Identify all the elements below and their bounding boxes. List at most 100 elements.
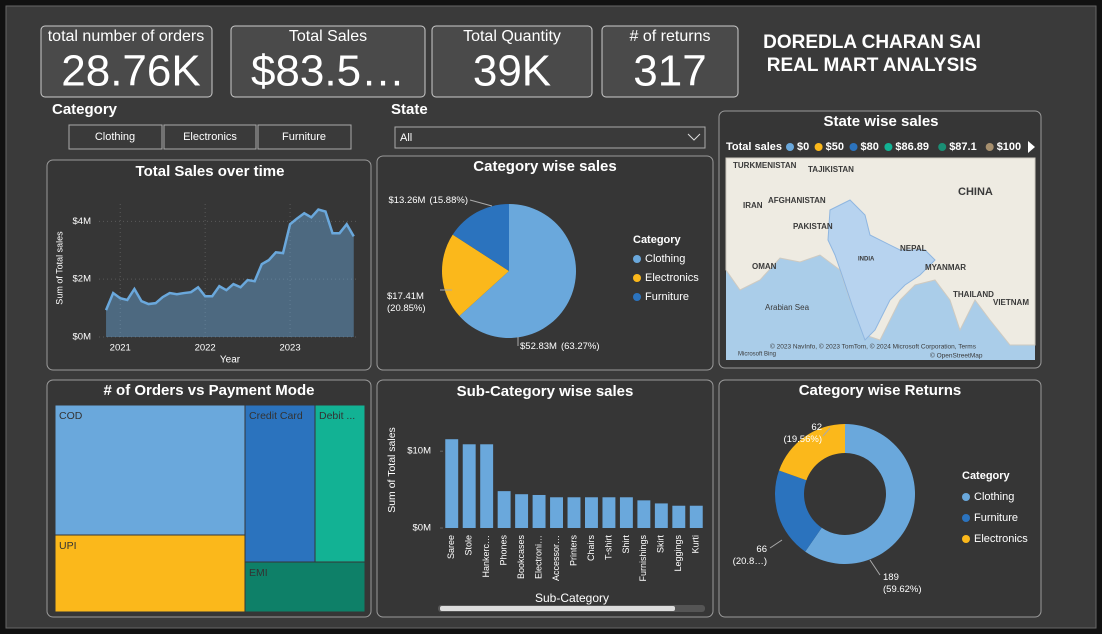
- legend-marker: [633, 274, 641, 282]
- card-label: Total Quantity: [463, 28, 561, 45]
- tile-label: COD: [59, 410, 83, 422]
- data-label: $52.83M (63.27%): [520, 341, 600, 352]
- slicer-label: State: [391, 101, 428, 118]
- dropdown[interactable]: [394, 126, 706, 149]
- legend-marker: [849, 143, 858, 151]
- map-credit: © 2023 NavInfo, © 2023 TomTom, © 2024 Mi…: [770, 343, 977, 351]
- dashboard-title: REAL MART ANALYSIS: [767, 55, 977, 76]
- legend-label: Electronics: [974, 533, 1028, 545]
- slicer-label: Category: [52, 101, 118, 118]
- india-region: [827, 199, 936, 341]
- bar: [602, 497, 616, 528]
- legend-title: Total sales: [726, 141, 782, 153]
- legend-label: Furniture: [974, 512, 1018, 524]
- map-credit: Microsoft Bing: [738, 352, 776, 358]
- panel: [718, 379, 1042, 618]
- card-label: total number of orders: [48, 28, 205, 45]
- treemap-tile: [244, 561, 366, 613]
- x-tick-label: T-shirt: [603, 535, 613, 561]
- slicer-button[interactable]: [163, 124, 257, 150]
- x-tick-label: Kurti: [691, 535, 701, 554]
- chart-title: # of Orders vs Payment Mode: [104, 382, 315, 399]
- legend-label: $87.1: [949, 141, 977, 153]
- x-tick-label: Accessor…: [551, 535, 561, 581]
- map: TURKMENISTAN TAJIKISTAN IRAN AFGHANISTAN…: [725, 157, 1036, 360]
- chevron[interactable]: [687, 133, 701, 141]
- card: [230, 25, 426, 98]
- bar: [462, 444, 476, 528]
- treemap-tile: [54, 534, 246, 613]
- slicer-option[interactable]: Furniture: [282, 131, 326, 143]
- leader-line: [769, 427, 881, 576]
- slicer-button[interactable]: [68, 124, 163, 150]
- x-tick-label: Saree: [446, 535, 456, 559]
- x-tick-label: Furnishings: [638, 535, 648, 582]
- x-tick-label: Phones: [499, 535, 509, 566]
- x-tick-label: Hankerc…: [481, 535, 491, 578]
- x-tick-label: Bookcases: [516, 535, 526, 580]
- legend-marker: [985, 143, 994, 151]
- state-slicer: State All: [391, 101, 706, 149]
- legend-marker: [786, 143, 794, 151]
- category-slicer: Category Clothing Electronics Furniture: [52, 101, 352, 150]
- legend-marker: [962, 514, 970, 522]
- card-value: 28.76K: [61, 47, 200, 96]
- x-axis-title: Sub-Category: [535, 591, 609, 605]
- slice: [459, 204, 576, 338]
- chart-title: Total Sales over time: [136, 163, 285, 180]
- treemap-tile: [244, 404, 316, 563]
- map-label: NEPAL: [900, 244, 927, 253]
- legend-next[interactable]: [1028, 141, 1035, 153]
- slicer-option[interactable]: Electronics: [183, 131, 237, 143]
- legend-marker: [962, 493, 970, 501]
- data-label: $13.26M (15.88%): [388, 195, 468, 206]
- x-axis-title: Year: [220, 355, 241, 366]
- card-value: $83.5…: [251, 47, 405, 96]
- x-tick-label: Shirt: [621, 535, 631, 554]
- legend-label: Clothing: [974, 491, 1014, 503]
- slice: [442, 234, 509, 317]
- legend-marker: [962, 535, 970, 543]
- chart-title: State wise sales: [823, 113, 938, 130]
- legend-marker: [938, 143, 947, 151]
- map-label: THAILAND: [953, 290, 994, 299]
- card: [40, 25, 213, 98]
- bar: [550, 497, 563, 528]
- dropdown-value[interactable]: All: [400, 132, 412, 144]
- slice: [779, 424, 845, 481]
- bar: [532, 494, 546, 528]
- legend-label: $100: [997, 141, 1021, 153]
- card: [601, 25, 739, 98]
- data-label-part: (19.56%): [783, 434, 822, 445]
- y-axis-title: Sum of Total sales: [54, 231, 64, 305]
- bar: [637, 500, 651, 528]
- y-axis-title: Sum of Total sales: [386, 427, 398, 513]
- x-tick-label: Leggings: [673, 535, 683, 572]
- tile-label: UPI: [59, 540, 77, 552]
- bar: [515, 494, 529, 528]
- bar: [497, 491, 511, 528]
- tile-label: Credit Card: [249, 410, 303, 422]
- x-tick-label: Electroni…: [533, 535, 543, 579]
- y-tick-label: $0M: [73, 332, 92, 343]
- x-tick-label: 2022: [195, 343, 216, 354]
- tile-label: EMI: [249, 567, 268, 579]
- map-label: VIETNAM: [993, 298, 1029, 307]
- legend-title: Category: [633, 234, 682, 246]
- card-value: 39K: [473, 47, 551, 96]
- map-label: IRAN: [743, 201, 763, 210]
- slicer-option[interactable]: Clothing: [95, 131, 135, 143]
- map-credit: © OpenStreetMap: [930, 352, 983, 360]
- chart-title: Category wise Returns: [799, 382, 962, 399]
- y-tick-label: $4M: [73, 216, 92, 227]
- x-tick-label: Stole: [464, 535, 474, 556]
- scrollbar-thumb[interactable]: [440, 606, 675, 611]
- data-label-part: (20.85%): [387, 303, 426, 314]
- slicer-button[interactable]: [257, 124, 352, 150]
- data-label-part: $17.41M: [387, 291, 424, 302]
- data-label-part: 189: [883, 572, 899, 583]
- data-label: 66 (20.8…): [733, 544, 767, 567]
- map-label: PAKISTAN: [793, 222, 833, 231]
- data-label: $17.41M (20.85%): [387, 291, 426, 314]
